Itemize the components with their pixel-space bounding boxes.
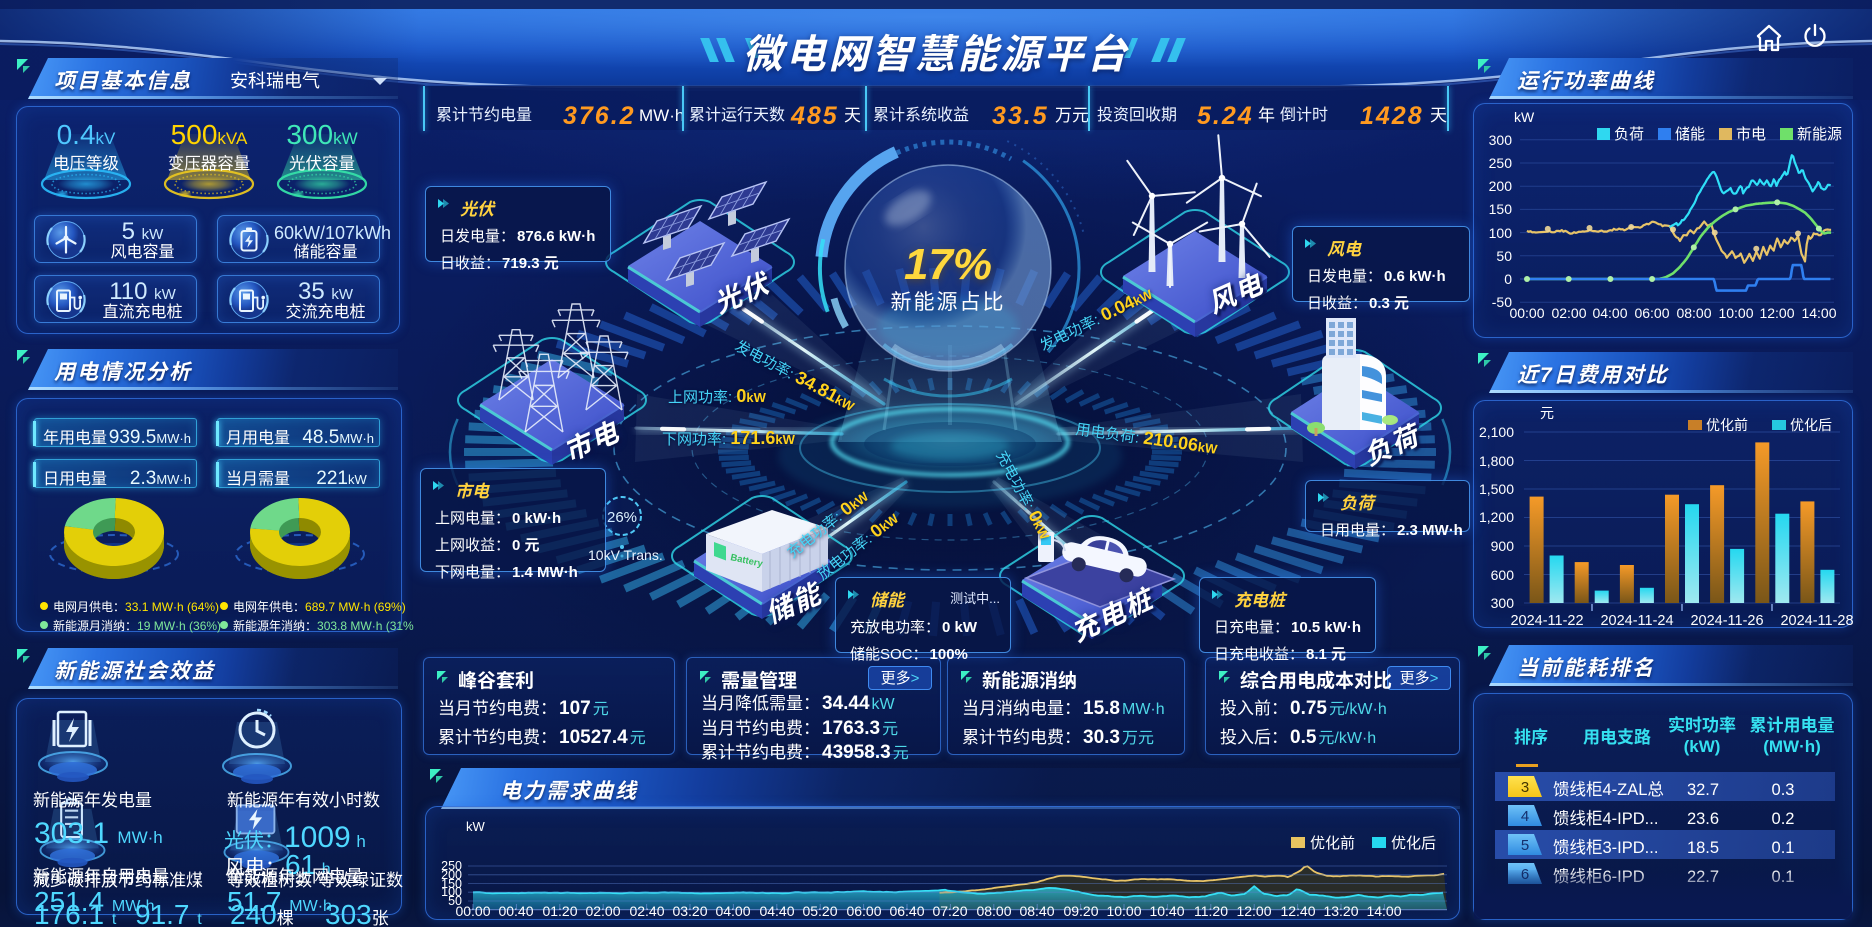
svg-text:-50: -50	[1492, 292, 1512, 312]
svg-text:负荷: 负荷	[1614, 123, 1644, 144]
svg-text:14:00: 14:00	[1366, 901, 1401, 921]
svg-text:09:20: 09:20	[1063, 901, 1098, 921]
svg-text:200: 200	[1489, 176, 1513, 196]
svg-text:元: 元	[1540, 403, 1554, 423]
svg-text:02:00: 02:00	[1551, 303, 1586, 323]
svg-text:250: 250	[1489, 153, 1513, 173]
svg-text:00:00: 00:00	[1509, 303, 1544, 323]
svg-text:2,100: 2,100	[1479, 422, 1514, 442]
svg-text:04:40: 04:40	[759, 901, 794, 921]
svg-text:0: 0	[1504, 269, 1512, 289]
svg-text:04:00: 04:00	[1592, 303, 1627, 323]
svg-text:12:00: 12:00	[1759, 303, 1794, 323]
svg-text:10:00: 10:00	[1106, 901, 1141, 921]
svg-text:市电: 市电	[1736, 123, 1766, 144]
svg-text:02:40: 02:40	[629, 901, 664, 921]
svg-text:06:00: 06:00	[1634, 303, 1669, 323]
svg-text:13:20: 13:20	[1323, 901, 1358, 921]
svg-text:04:00: 04:00	[715, 901, 750, 921]
svg-text:200: 200	[441, 864, 462, 883]
svg-text:50: 50	[448, 890, 462, 909]
svg-text:05:20: 05:20	[802, 901, 837, 921]
svg-text:10:40: 10:40	[1149, 901, 1184, 921]
svg-text:优化前: 优化前	[1706, 415, 1748, 435]
svg-text:11:20: 11:20	[1194, 901, 1228, 921]
svg-text:08:40: 08:40	[1019, 901, 1054, 921]
svg-text:900: 900	[1491, 536, 1515, 556]
svg-text:01:20: 01:20	[542, 901, 577, 921]
svg-text:00:00: 00:00	[455, 901, 490, 921]
svg-text:26%: 26%	[607, 506, 637, 527]
svg-text:300: 300	[1491, 593, 1515, 613]
svg-text:12:40: 12:40	[1280, 901, 1315, 921]
svg-text:kW: kW	[466, 816, 486, 835]
svg-text:00:40: 00:40	[498, 901, 533, 921]
svg-text:优化后: 优化后	[1391, 832, 1436, 853]
svg-text:50: 50	[1496, 246, 1512, 266]
svg-text:08:00: 08:00	[1676, 303, 1711, 323]
svg-text:250: 250	[441, 855, 462, 874]
svg-text:2024-11-26: 2024-11-26	[1690, 609, 1763, 630]
svg-text:300: 300	[1489, 130, 1513, 150]
svg-text:08:00: 08:00	[976, 901, 1011, 921]
svg-text:12:00: 12:00	[1236, 901, 1271, 921]
svg-text:1,800: 1,800	[1479, 451, 1514, 471]
svg-text:06:40: 06:40	[889, 901, 924, 921]
svg-text:14:00: 14:00	[1801, 303, 1836, 323]
svg-text:02:00: 02:00	[585, 901, 620, 921]
svg-text:06:00: 06:00	[846, 901, 881, 921]
svg-text:Battery: Battery	[729, 549, 765, 570]
svg-text:1,200: 1,200	[1479, 507, 1514, 527]
svg-text:新能源: 新能源	[1797, 123, 1842, 144]
svg-text:100: 100	[1489, 223, 1513, 243]
svg-text:150: 150	[1489, 199, 1513, 219]
svg-text:07:20: 07:20	[932, 901, 967, 921]
svg-text:2024-11-28: 2024-11-28	[1780, 609, 1853, 630]
svg-text:150: 150	[441, 873, 462, 892]
svg-text:03:20: 03:20	[672, 901, 707, 921]
svg-text:2024-11-24: 2024-11-24	[1600, 609, 1673, 630]
svg-text:100: 100	[441, 881, 462, 900]
svg-text:储能: 储能	[1675, 123, 1705, 144]
svg-text:600: 600	[1491, 565, 1515, 585]
svg-text:kW: kW	[1514, 107, 1535, 127]
svg-text:2024-11-22: 2024-11-22	[1510, 609, 1583, 630]
svg-text:优化后: 优化后	[1790, 415, 1832, 435]
svg-text:10:00: 10:00	[1718, 303, 1753, 323]
svg-text:优化前: 优化前	[1310, 832, 1355, 853]
svg-text:1,500: 1,500	[1479, 479, 1514, 499]
